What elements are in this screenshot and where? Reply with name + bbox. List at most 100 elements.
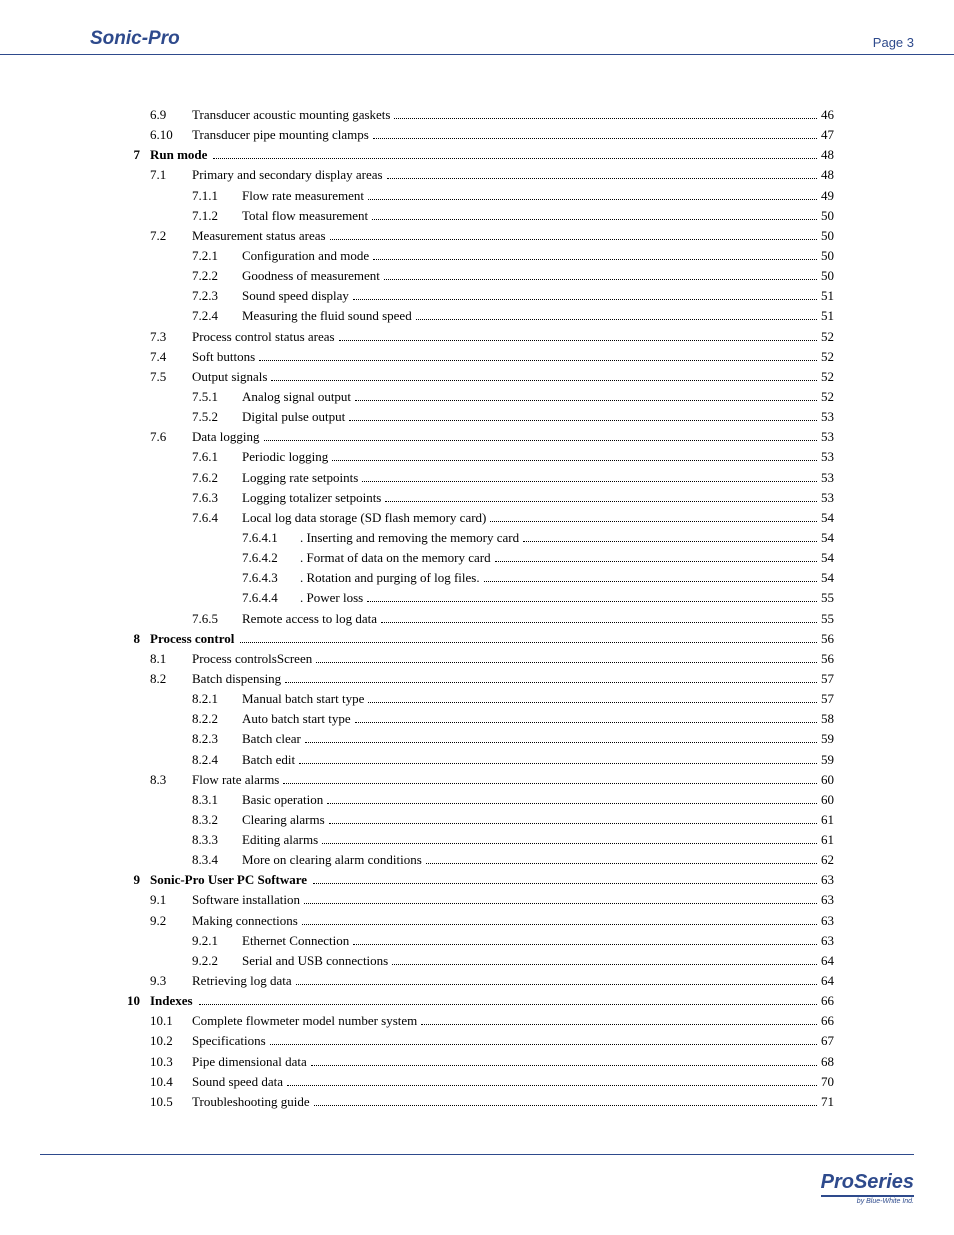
toc-leader-dots — [332, 460, 817, 461]
toc-entry-title: Pipe dimensional data — [192, 1052, 307, 1072]
toc-leader-dots — [385, 501, 817, 502]
toc-entry-title: Indexes — [150, 991, 193, 1011]
toc-entry-title: Process control — [150, 629, 234, 649]
toc-row: 8Process control56 — [110, 629, 834, 649]
toc-page-number: 63 — [821, 870, 834, 890]
toc-row: 7.1Primary and secondary display areas48 — [110, 165, 834, 185]
toc-leader-dots — [311, 1065, 817, 1066]
toc-row: 8.1Process controlsScreen56 — [110, 649, 834, 669]
toc-page-number: 57 — [821, 669, 834, 689]
toc-chapter-number: 8 — [110, 629, 150, 649]
toc-page-number: 59 — [821, 750, 834, 770]
toc-leader-dots — [264, 440, 817, 441]
toc-entry-title: . Power loss — [300, 588, 363, 608]
toc-subsection-number: 7.2.4 — [192, 306, 242, 326]
toc-subsection-number: 7.6.4 — [192, 508, 242, 528]
toc-leader-dots — [523, 541, 817, 542]
toc-row: 9.3Retrieving log data64 — [110, 971, 834, 991]
toc-entry-title: Configuration and mode — [242, 246, 369, 266]
toc-leader-dots — [213, 158, 817, 159]
toc-leader-dots — [362, 481, 817, 482]
toc-entry-title: Auto batch start type — [242, 709, 351, 729]
toc-leader-dots — [305, 742, 817, 743]
toc-section-number: 8.1 — [150, 649, 192, 669]
toc-row: 7.2.2Goodness of measurement50 — [110, 266, 834, 286]
toc-section-number: 9.2 — [150, 911, 192, 931]
toc-page-number: 56 — [821, 649, 834, 669]
toc-page-number: 70 — [821, 1072, 834, 1092]
toc-page-number: 54 — [821, 548, 834, 568]
toc-row: 8.2.3Batch clear59 — [110, 729, 834, 749]
toc-leader-dots — [355, 400, 817, 401]
toc-page-number: 52 — [821, 327, 834, 347]
toc-section-number: 10.2 — [150, 1031, 192, 1051]
toc-row: 7.6.3Logging totalizer setpoints53 — [110, 488, 834, 508]
toc-entry-title: Run mode — [150, 145, 207, 165]
toc-leader-dots — [330, 239, 817, 240]
toc-entry-title: Software installation — [192, 890, 300, 910]
toc-subsection-number: 7.6.2 — [192, 468, 242, 488]
toc-subsection-number: 7.1.2 — [192, 206, 242, 226]
toc-page-number: 63 — [821, 911, 834, 931]
toc-section-number: 7.6 — [150, 427, 192, 447]
toc-page-number: 57 — [821, 689, 834, 709]
toc-section-number: 7.2 — [150, 226, 192, 246]
toc-row: 7.4Soft buttons52 — [110, 347, 834, 367]
toc-section-number: 8.3 — [150, 770, 192, 790]
toc-leader-dots — [313, 883, 817, 884]
toc-entry-title: Primary and secondary display areas — [192, 165, 383, 185]
toc-row: 10.1Complete flowmeter model number syst… — [110, 1011, 834, 1031]
toc-row: 10.2Specifications67 — [110, 1031, 834, 1051]
toc-row: 8.2.1Manual batch start type57 — [110, 689, 834, 709]
toc-page-number: 48 — [821, 145, 834, 165]
toc-page-number: 47 — [821, 125, 834, 145]
toc-leader-dots — [495, 561, 817, 562]
toc-subsection-number: 8.2.4 — [192, 750, 242, 770]
toc-subsection-number: 8.2.3 — [192, 729, 242, 749]
toc-entry-title: . Format of data on the memory card — [300, 548, 491, 568]
toc-leader-dots — [368, 702, 817, 703]
toc-section-number: 10.1 — [150, 1011, 192, 1031]
toc-page-number: 63 — [821, 890, 834, 910]
toc-row: 8.2Batch dispensing57 — [110, 669, 834, 689]
toc-page-number: 61 — [821, 830, 834, 850]
toc-entry-title: Batch clear — [242, 729, 301, 749]
toc-leader-dots — [259, 360, 817, 361]
footer-logo: ProSeries by Blue-White Ind. — [821, 1171, 914, 1205]
toc-page-number: 51 — [821, 306, 834, 326]
toc-row: 8.2.2Auto batch start type58 — [110, 709, 834, 729]
toc-page-number: 53 — [821, 468, 834, 488]
toc-leader-dots — [270, 1044, 817, 1045]
toc-page-number: 48 — [821, 165, 834, 185]
toc-leader-dots — [304, 903, 817, 904]
toc-page-number: 54 — [821, 568, 834, 588]
toc-section-number: 10.4 — [150, 1072, 192, 1092]
toc-subsection-number: 7.2.3 — [192, 286, 242, 306]
toc-page-number: 50 — [821, 266, 834, 286]
toc-subsection-number: 7.5.1 — [192, 387, 242, 407]
toc-entry-title: Clearing alarms — [242, 810, 325, 830]
toc-leader-dots — [314, 1105, 817, 1106]
toc-row: 8.3.4More on clearing alarm conditions62 — [110, 850, 834, 870]
toc-entry-title: Retrieving log data — [192, 971, 292, 991]
toc-row: 7.5.2Digital pulse output53 — [110, 407, 834, 427]
toc-entry-title: Total flow measurement — [242, 206, 368, 226]
toc-subsection-number: 9.2.1 — [192, 931, 242, 951]
toc-subsection-number: 8.2.2 — [192, 709, 242, 729]
toc-page-number: 50 — [821, 246, 834, 266]
toc-entry-title: Remote access to log data — [242, 609, 377, 629]
toc-entry-title: Editing alarms — [242, 830, 318, 850]
toc-page-number: 52 — [821, 387, 834, 407]
toc-page-number: 53 — [821, 407, 834, 427]
toc-entry-title: Digital pulse output — [242, 407, 345, 427]
toc-row: 8.3.2Clearing alarms61 — [110, 810, 834, 830]
toc-row: 7.6Data logging53 — [110, 427, 834, 447]
toc-subsection-number: 7.6.1 — [192, 447, 242, 467]
toc-entry-title: Sound speed data — [192, 1072, 283, 1092]
toc-entry-title: Making connections — [192, 911, 298, 931]
toc-chapter-number: 7 — [110, 145, 150, 165]
toc-row: 9.2.2Serial and USB connections64 — [110, 951, 834, 971]
toc-entry-title: Transducer pipe mounting clamps — [192, 125, 369, 145]
toc-section-number: 6.10 — [150, 125, 192, 145]
toc-entry-title: Output signals — [192, 367, 267, 387]
